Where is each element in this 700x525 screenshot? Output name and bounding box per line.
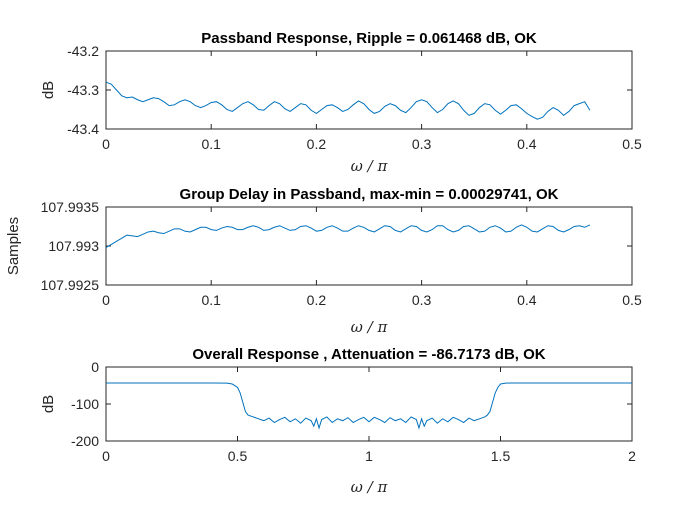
plot-area-overall — [105, 366, 633, 442]
y-axis-label: dB — [40, 81, 57, 99]
plot-area-passband — [105, 50, 633, 130]
x-tick-label: 0.2 — [307, 292, 327, 308]
series-line-group-delay — [105, 224, 591, 248]
x-tick-label: 0 — [102, 292, 110, 308]
chart-group-delay: Group Delay in Passband, max-min = 0.000… — [5, 186, 642, 336]
x-tick-label: 0.1 — [201, 136, 221, 152]
chart-passband-response: Passband Response, Ripple = 0.061468 dB,… — [40, 30, 642, 175]
x-axis-label: ω / π — [351, 478, 389, 496]
x-tick-label: 1 — [365, 448, 373, 464]
y-tick-label: 107.993 — [48, 238, 99, 254]
chart-title: Group Delay in Passband, max-min = 0.000… — [180, 186, 559, 203]
x-tick-label: 1.5 — [491, 448, 511, 464]
tick-group: 0 0.1 0.2 0.3 0.4 0.5 107.9925 107.993 107.9935 — [41, 199, 642, 308]
x-tick-label: 0 — [102, 448, 110, 464]
y-tick-label: 0 — [91, 359, 99, 375]
x-tick-label: 0.5 — [622, 136, 642, 152]
chart-title: Passband Response, Ripple = 0.061468 dB,… — [201, 30, 537, 47]
chart-title: Overall Response , Attenuation = -86.717… — [192, 346, 545, 363]
x-tick-label: 0.4 — [517, 292, 537, 308]
y-tick-label: -200 — [71, 433, 99, 449]
y-tick-label: -100 — [71, 396, 99, 412]
y-tick-label: 107.9925 — [41, 277, 100, 293]
tick-group: 0 0.1 0.2 0.3 0.4 0.5 -43.4 -43.3 -43.2 — [67, 43, 642, 152]
y-axis-label: dB — [40, 395, 57, 413]
x-tick-label: 0.5 — [622, 292, 642, 308]
x-tick-label: 0.3 — [412, 292, 432, 308]
tick-group: 0 0.5 1 1.5 2 -200 -100 0 — [71, 359, 636, 464]
x-tick-label: 0.2 — [307, 136, 327, 152]
y-tick-label: -43.4 — [67, 121, 99, 137]
x-tick-label: 0 — [102, 136, 110, 152]
series-line-passband — [105, 81, 591, 120]
x-tick-label: 2 — [628, 448, 636, 464]
x-axis-label: ω / π — [351, 318, 389, 336]
y-tick-label: -43.3 — [67, 82, 99, 98]
x-tick-label: 0.5 — [228, 448, 248, 464]
x-tick-label: 0.1 — [201, 292, 221, 308]
y-tick-label: -43.2 — [67, 43, 99, 59]
series-line-overall — [106, 382, 632, 430]
x-tick-label: 0.3 — [412, 136, 432, 152]
plot-area-group-delay — [105, 206, 633, 286]
x-axis-label: ω / π — [351, 157, 389, 175]
y-tick-label: 107.9935 — [41, 199, 100, 215]
chart-overall-response: Overall Response , Attenuation = -86.717… — [40, 346, 636, 496]
x-tick-label: 0.4 — [517, 136, 537, 152]
y-axis-label: Samples — [5, 217, 22, 275]
